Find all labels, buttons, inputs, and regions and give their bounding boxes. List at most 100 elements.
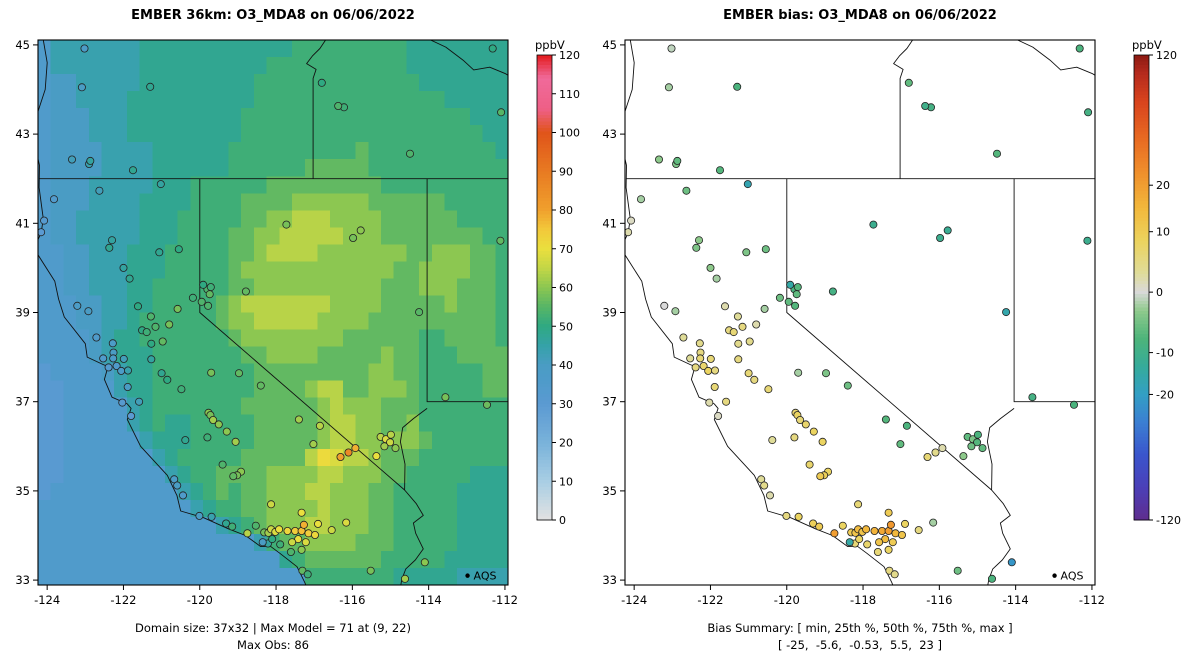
- station-dot: [158, 337, 167, 346]
- station-dot: [936, 233, 945, 242]
- colorbar-tick-label: 90: [559, 165, 573, 178]
- station-dot: [822, 369, 831, 378]
- station-dot: [627, 216, 636, 225]
- colorbar-tick-label: 10: [559, 475, 573, 488]
- station-dot: [786, 280, 795, 289]
- station-dot: [886, 520, 895, 529]
- station-dot: [77, 83, 86, 92]
- colorbar-tick-label: -10: [1156, 347, 1174, 360]
- station-dot: [195, 511, 204, 520]
- y-tick-label: 35: [602, 484, 617, 498]
- station-dot: [109, 354, 118, 363]
- station-dot: [729, 328, 738, 337]
- station-dot: [978, 444, 987, 453]
- station-dot: [873, 548, 882, 557]
- station-dot: [931, 448, 940, 457]
- colorbar-tick-label: 120: [559, 49, 580, 62]
- station-dot: [123, 382, 132, 391]
- station-dot: [275, 525, 284, 534]
- station-dot: [733, 82, 742, 91]
- station-dot: [218, 460, 227, 469]
- station-dot: [667, 44, 676, 53]
- station-dot: [124, 366, 133, 375]
- station-dot: [80, 44, 89, 53]
- station-dot: [86, 156, 95, 165]
- station-dot: [234, 369, 243, 378]
- station-dot: [682, 186, 691, 195]
- station-dot: [706, 263, 715, 272]
- station-dot: [251, 521, 260, 530]
- station-dot: [400, 574, 409, 583]
- station-dot: [391, 444, 400, 453]
- station-dot: [229, 472, 238, 481]
- station-dot: [386, 438, 395, 447]
- station-dot: [405, 149, 414, 158]
- colorbar-tick-label: 80: [559, 204, 573, 217]
- station-dot: [177, 385, 186, 394]
- station-dot: [881, 415, 890, 424]
- station-dot: [870, 527, 879, 536]
- station-dot: [315, 421, 324, 430]
- colorbar-tick-label: 50: [559, 320, 573, 333]
- station-dot: [862, 525, 871, 534]
- x-tick-label: -120: [187, 593, 213, 607]
- y-tick-label: 45: [15, 38, 30, 52]
- station-dot: [222, 427, 231, 436]
- station-dot: [760, 481, 769, 490]
- obs-colorbar: 0 10 20 30 40 50 60 70 80 90 100 110 120: [536, 49, 580, 527]
- station-dot: [838, 521, 847, 530]
- y-tick-label: 43: [15, 127, 30, 141]
- colorbar-tick-label: 40: [559, 359, 573, 372]
- station-dot: [891, 529, 900, 538]
- station-dot: [794, 512, 803, 521]
- x-tick-label: -112: [492, 593, 518, 607]
- station-dot: [209, 415, 218, 424]
- left-colorbar-unit-label: ppbV: [535, 38, 565, 52]
- station-dot: [380, 442, 389, 451]
- x-tick-label: -114: [416, 593, 442, 607]
- station-dot: [734, 355, 743, 364]
- station-dot: [988, 574, 997, 583]
- station-dot: [743, 180, 752, 189]
- station-dot: [155, 248, 164, 257]
- model-raster: [38, 40, 508, 585]
- station-dot: [147, 355, 156, 364]
- station-dot: [488, 44, 497, 53]
- x-tick-label: -124: [621, 593, 647, 607]
- station-dot: [104, 363, 113, 372]
- station-dot: [128, 166, 137, 175]
- colorbar-tick-label: 20: [1156, 179, 1170, 192]
- station-dot: [283, 527, 292, 536]
- station-dot: [869, 220, 878, 229]
- station-dot: [750, 375, 759, 384]
- station-dot: [173, 304, 182, 313]
- station-dot: [943, 226, 952, 235]
- station-dot: [73, 301, 82, 310]
- station-dot: [796, 415, 805, 424]
- station-dot: [133, 302, 142, 311]
- station-dot: [299, 520, 308, 529]
- station-dot: [310, 531, 319, 540]
- colorbar-tick-label: 100: [559, 127, 580, 140]
- colorbar-tick-label: 110: [559, 88, 580, 101]
- station-dot: [165, 320, 174, 329]
- station-dot: [898, 531, 907, 540]
- station-dot: [92, 333, 101, 342]
- station-dot: [704, 366, 713, 375]
- station-dot: [146, 312, 155, 321]
- station-dot: [40, 216, 49, 225]
- station-dot: [706, 354, 715, 363]
- station-dot: [108, 236, 117, 245]
- station-dot: [1084, 108, 1093, 117]
- station-dot: [228, 522, 237, 531]
- station-dot: [157, 369, 166, 378]
- station-dot: [818, 437, 827, 446]
- station-dot: [327, 526, 336, 535]
- colorbar-tick-label: 20: [559, 437, 573, 450]
- station-dot: [206, 283, 215, 292]
- station-dot: [896, 440, 905, 449]
- y-tick-label: 41: [15, 216, 30, 230]
- station-dot: [828, 287, 837, 296]
- left-caption-line2: Max Obs: 86: [237, 638, 309, 652]
- station-dot: [95, 186, 104, 195]
